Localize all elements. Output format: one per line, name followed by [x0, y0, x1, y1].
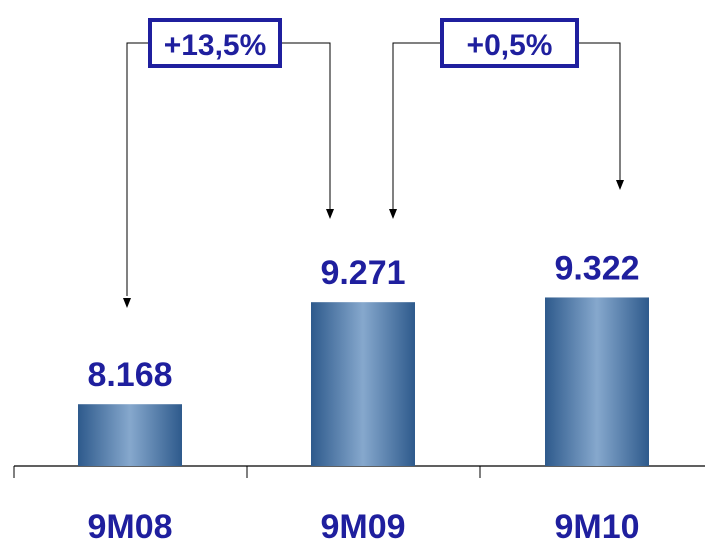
- value-label-9M10: 9.322: [554, 249, 639, 287]
- connector-line: [126, 42, 150, 296]
- arrowhead-down: [389, 209, 397, 219]
- change-connector-2: +0,5%: [389, 18, 624, 219]
- value-label-9M08: 8.168: [87, 356, 172, 394]
- connector-line: [577, 42, 621, 181]
- change-box-2: [440, 18, 579, 68]
- arrowhead-down: [616, 180, 624, 190]
- change-connector-1: +13,5%: [123, 18, 334, 308]
- bar-9M10: [545, 297, 649, 466]
- arrowhead-down: [123, 298, 131, 308]
- change-box-1: [148, 18, 282, 68]
- arrowhead-down: [326, 209, 334, 219]
- value-label-9M09: 9.271: [320, 254, 405, 292]
- category-label-9M10: 9M10: [554, 508, 639, 544]
- bar-9M08: [78, 404, 182, 466]
- category-label-9M08: 9M08: [87, 508, 172, 544]
- change-label-2: +0,5%: [467, 29, 553, 62]
- connector-line: [280, 42, 331, 210]
- category-label-9M09: 9M09: [320, 508, 405, 544]
- connector-line: [392, 42, 442, 210]
- bar-9M09: [311, 302, 415, 466]
- change-label-1: +13,5%: [164, 29, 267, 62]
